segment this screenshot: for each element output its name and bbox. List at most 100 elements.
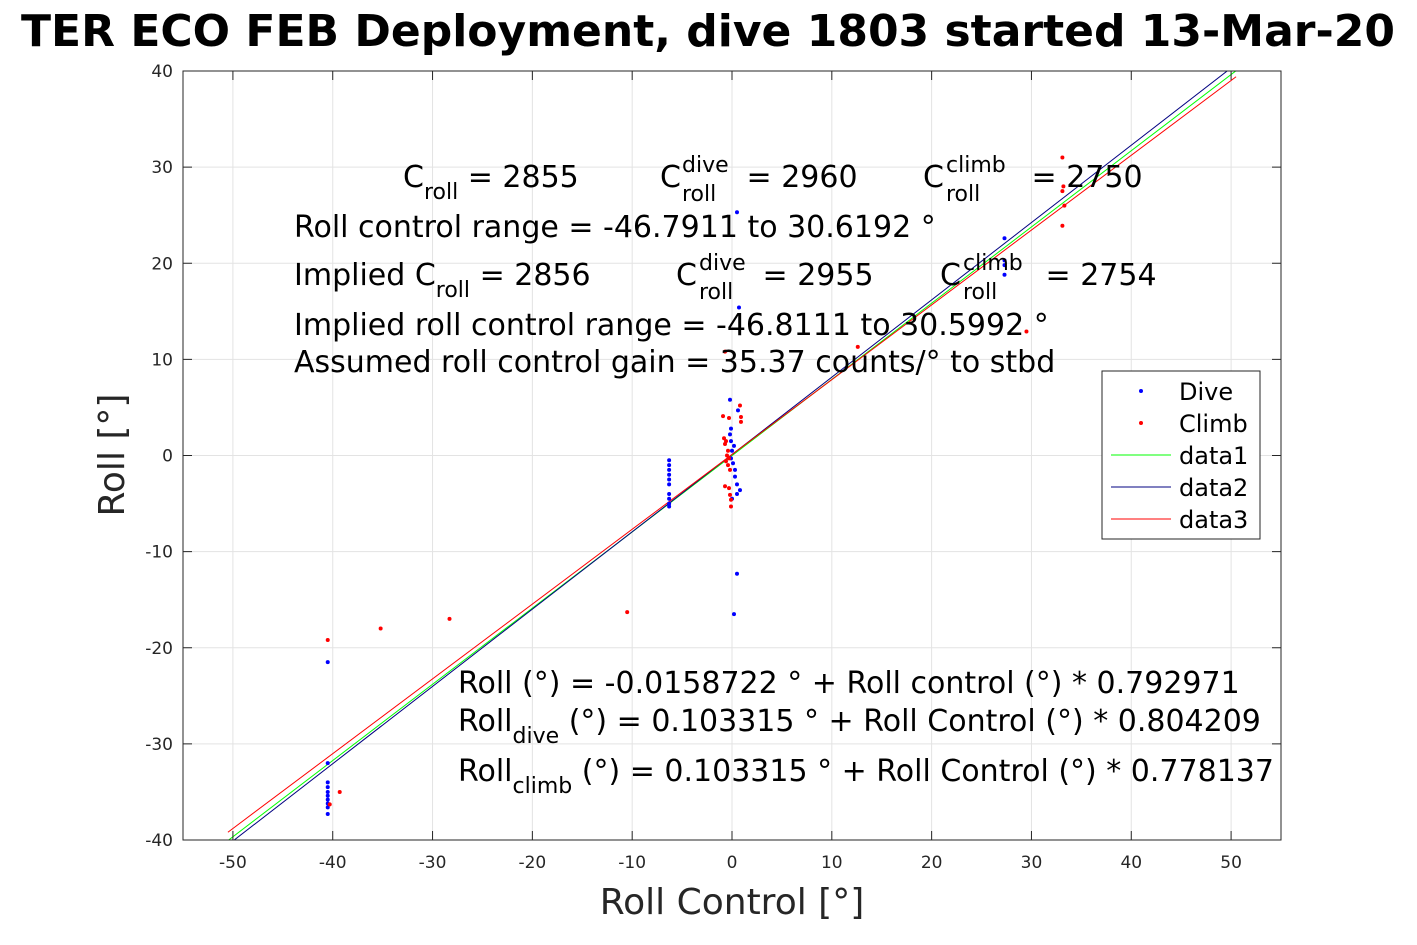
point-dive [735,408,740,413]
annotation-implied-c-roll-dive: Cdive roll = 2955 [676,251,874,305]
point-dive [325,660,330,665]
point-dive [667,491,672,496]
point-dive [325,797,330,802]
legend-label: data3 [1179,506,1248,534]
y-tick-label: 30 [151,158,173,178]
point-climb [726,448,731,453]
y-tick-label: 0 [162,447,173,467]
point-dive [728,397,733,402]
x-tick-label: -50 [219,853,247,873]
annotation-roll-control-gain: Assumed roll control gain = 35.37 counts… [294,345,1055,380]
point-dive [667,477,672,482]
point-dive [325,761,330,766]
y-tick-label: 10 [151,350,173,370]
point-dive [1002,236,1007,241]
point-climb [447,616,452,621]
annotation-c-roll: Croll = 2855 [403,160,579,205]
annotation-fit: Roll (°) = -0.0158722 ° + Roll control (… [458,666,1240,701]
point-dive [734,210,739,215]
legend-marker-dive [1139,389,1143,393]
point-dive [325,812,330,817]
point-dive [667,472,672,477]
x-tick-label: 10 [821,853,843,873]
x-tick-label: 20 [921,853,943,873]
x-tick-label: 0 [727,853,738,873]
point-dive [325,785,330,790]
point-dive [737,488,742,493]
point-climb [727,486,732,491]
point-dive [729,426,734,431]
chart-title: TER ECO FEB Deployment, dive 1803 starte… [21,6,1395,57]
annotation-implied-c-roll-climb: Cclimb roll = 2754 [940,251,1157,305]
point-dive [667,501,672,506]
point-climb [729,497,734,502]
point-climb [1060,155,1065,160]
point-dive [732,474,737,479]
fit-lines [227,71,1237,840]
point-dive [667,458,672,463]
legend-label: data1 [1179,442,1248,470]
point-climb [723,441,728,446]
y-tick-label: -30 [145,735,173,755]
point-dive [325,780,330,785]
point-climb [855,344,860,349]
point-dive [325,805,330,810]
legend: Dive Climb data1 data2 data3 [1101,370,1261,540]
point-climb [1060,223,1065,228]
point-climb [723,484,728,489]
point-climb [327,802,332,807]
point-climb [726,463,731,468]
point-climb [727,456,732,461]
point-climb [729,504,734,509]
point-dive [325,793,330,798]
point-climb [721,414,726,419]
point-climb [723,349,728,354]
point-climb [722,436,727,441]
point-climb [1024,329,1029,334]
x-tick-label: -40 [319,853,347,873]
line-data3 [227,76,1237,833]
axis-ticks [183,70,1281,841]
point-dive [728,432,733,437]
x-tick-label: 40 [1120,853,1142,873]
point-dive [667,496,672,501]
x-axis-label: Roll Control [°] [600,882,865,923]
annotation-c-roll-dive: Cdive roll = 2960 [660,153,858,207]
annotation-roll-control-range: Roll control range = -46.7911 to 30.6192… [294,210,936,245]
point-climb [724,459,729,464]
y-axis-label: Roll [°] [92,394,133,517]
point-climb [625,610,630,615]
point-dive [734,491,739,496]
point-dive [731,443,736,448]
x-tick-label: 30 [1021,853,1043,873]
point-climb [1060,189,1065,194]
point-climb [728,492,733,497]
point-dive [732,467,737,472]
point-climb [1061,184,1066,189]
y-tick-label: -40 [145,831,173,851]
point-dive [734,571,739,576]
point-dive [667,463,672,468]
legend-label: data2 [1179,474,1248,502]
line-data1 [227,71,1237,840]
point-dive [736,305,741,310]
point-climb [728,467,733,472]
point-dive [731,612,736,617]
point-climb [325,638,330,643]
point-dive [1002,263,1007,268]
y-tick-label: 40 [151,62,173,82]
point-dive [667,467,672,472]
annotation-implied-c-roll: Implied Croll = 2856 [294,258,591,303]
annotation-fit-dive: Rolldive (°) = 0.103315 ° + Roll Control… [458,704,1261,749]
point-dive [667,482,672,487]
x-tick-label: 50 [1220,853,1242,873]
y-tick-label: -20 [145,639,173,659]
y-tick-label: 20 [151,254,173,274]
x-tick-label: -10 [618,853,646,873]
point-dive [1002,258,1007,263]
point-dive [667,504,672,509]
point-dive [325,789,330,794]
annotation-c-roll-climb: Cclimb roll = 2750 [923,153,1143,207]
annotation-implied-roll-control-range: Implied roll control range = -46.8111 to… [294,308,1049,343]
legend-label: Climb [1179,410,1248,438]
